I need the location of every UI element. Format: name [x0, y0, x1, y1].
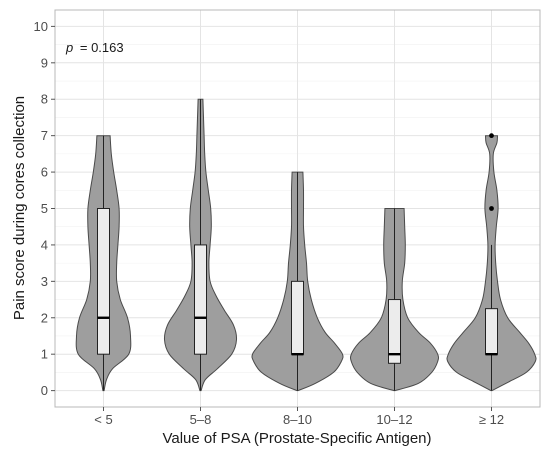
box-iqr [291, 280, 304, 355]
x-tick-label: 10–12 [376, 412, 412, 427]
y-tick-label: 9 [41, 55, 48, 70]
x-axis-title: Value of PSA (Prostate-Specific Antigen) [162, 430, 431, 447]
outlier-point [489, 206, 494, 211]
outlier-point [489, 133, 494, 139]
x-tick-label: ≥ 12 [479, 412, 504, 427]
box-iqr [485, 308, 498, 355]
y-tick-label: 0 [41, 383, 48, 398]
y-tick-label: 2 [41, 310, 48, 325]
y-tick-label: 4 [41, 237, 48, 252]
x-axis-ticks: < 5 5–8 8–10 10–12 ≥ 12 [94, 407, 504, 427]
y-tick-label: 6 [41, 165, 48, 180]
y-tick-label: 7 [41, 128, 48, 143]
y-tick-label: 10 [34, 19, 48, 34]
x-tick-label: 8–10 [283, 412, 312, 427]
boxplots [97, 99, 498, 391]
y-tick-label: 1 [41, 347, 48, 362]
y-tick-label: 5 [41, 201, 48, 216]
p-value: = 0.163 [80, 40, 124, 55]
y-tick-label: 3 [41, 274, 48, 289]
x-tick-label: < 5 [94, 412, 112, 427]
y-tick-label: 8 [41, 92, 48, 107]
x-tick-label: 5–8 [190, 412, 212, 427]
box-iqr [388, 299, 401, 364]
y-axis-title: Pain score during cores collection [11, 96, 28, 320]
box-iqr [97, 208, 110, 355]
p-label: p [65, 40, 73, 55]
y-axis-ticks: 0 1 2 3 4 5 6 7 8 9 10 [34, 19, 55, 398]
box-iqr [194, 244, 207, 355]
p-value-annotation: p = 0.163 [65, 40, 124, 55]
